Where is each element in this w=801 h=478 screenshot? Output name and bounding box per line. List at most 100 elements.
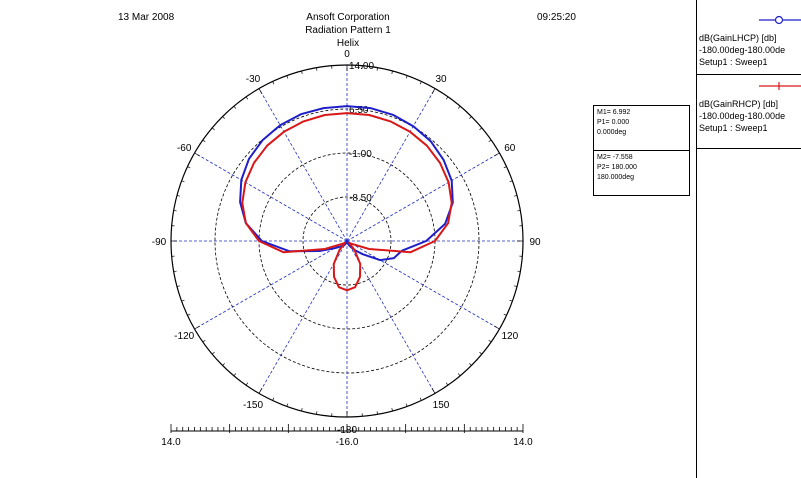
- legend-lhcp-range: -180.00deg-180.00de: [699, 45, 786, 55]
- legend-rhcp-range: -180.00deg-180.00de: [699, 111, 786, 121]
- grid-tick-145: [445, 382, 449, 386]
- plot-date: 13 Mar 2008: [118, 12, 175, 23]
- grid-tick-235: [202, 339, 206, 343]
- grid-tick-70: [509, 180, 513, 183]
- grid-tick-140: [457, 373, 461, 377]
- grid-tick-245: [187, 313, 191, 316]
- radial-label-0: 14.00: [349, 61, 374, 72]
- grid-tick-340: [286, 75, 289, 79]
- grid-tick-330: [258, 88, 263, 94]
- grid-tick-50: [479, 127, 483, 131]
- grid-tick-105: [514, 285, 518, 287]
- grid-tick-205: [272, 397, 275, 401]
- legend-rhcp-name: dB(GainRHCP) [db]: [699, 99, 779, 109]
- grid-tick-255: [176, 285, 180, 287]
- grid-tick-60: [494, 152, 500, 157]
- legend-lhcp-circle-icon: [774, 15, 784, 25]
- grid-tick-100: [517, 270, 521, 272]
- radial-labels: 14.00 6.50 -1.00 -8.50: [349, 61, 374, 204]
- plot-company: Ansoft Corporation: [306, 12, 390, 23]
- plot-time: 09:25:20: [537, 12, 576, 23]
- angle-label-2: 60: [504, 143, 516, 154]
- grid-tick-65: [503, 166, 507, 169]
- angle-label-3: 90: [529, 237, 541, 248]
- grid-tick-110: [509, 299, 513, 302]
- grid-spoke-150: [346, 240, 436, 394]
- angle-label-8: -120: [174, 331, 194, 342]
- plot-title: Radiation Pattern 1: [305, 25, 391, 36]
- grid-tick-290: [181, 180, 185, 183]
- grid-tick-310: [211, 127, 215, 131]
- angle-label-9: -90: [152, 237, 167, 248]
- grid-tick-165: [391, 408, 393, 412]
- grid-tick-130: [479, 351, 483, 355]
- grid-tick-25: [419, 81, 422, 85]
- grid-tick-115: [503, 313, 507, 316]
- polar-grid: [170, 64, 524, 418]
- marker-m2-position: P2= 180.000: [597, 164, 637, 171]
- grid-spoke-330: [258, 88, 348, 242]
- grid-spoke-210: [258, 240, 348, 394]
- legend-entry-rhcp[interactable]: dB(GainRHCP) [db] -180.00deg-180.00de Se…: [697, 82, 801, 134]
- grid-tick-150: [431, 388, 436, 394]
- angle-label-1: 30: [435, 74, 447, 85]
- grid-tick-320: [233, 105, 237, 109]
- grid-tick-20: [405, 75, 408, 79]
- legend-divider-2: [697, 148, 801, 149]
- grid-tick-230: [211, 351, 215, 355]
- radial-label-3: -8.50: [349, 193, 372, 204]
- grid-tick-225: [222, 363, 225, 366]
- grid-tick-335: [272, 81, 275, 85]
- marker-box-m1[interactable]: M1= 6.992 P1= 0.000 0.000deg: [593, 105, 690, 151]
- plot-subtitle: Helix: [336, 38, 360, 49]
- legend-lhcp-setup: Setup1 : Sweep1: [699, 57, 768, 67]
- marker-m1-angle: 0.000deg: [597, 129, 627, 136]
- marker-m1-value: M1= 6.992: [597, 109, 631, 116]
- grid-tick-315: [222, 116, 225, 119]
- grid-tick-120: [494, 325, 500, 330]
- grid-tick-40: [457, 105, 461, 109]
- polar-chart[interactable]: 14.006.50-1.00-8.50 0306090120150-180-15…: [0, 0, 696, 478]
- grid-tick-35: [445, 96, 449, 100]
- grid-tick-350: [316, 67, 318, 71]
- grid-tick-215: [245, 382, 249, 386]
- marker-m1-position: P1= 0.000: [597, 119, 630, 126]
- grid-spoke-60: [346, 152, 500, 242]
- grid-ring-2: [302, 196, 392, 286]
- grid-tick-190: [316, 411, 318, 415]
- grid-tick-280: [173, 210, 177, 212]
- radial-label-1: 6.50: [349, 105, 369, 116]
- legend-divider: [697, 74, 801, 75]
- grid-tick-295: [187, 166, 191, 169]
- angle-label-5: 150: [433, 400, 450, 411]
- angle-label-11: -30: [246, 74, 261, 85]
- legend-lhcp-name: dB(GainLHCP) [db]: [699, 33, 777, 43]
- grid-tick-305: [202, 139, 206, 143]
- grid-tick-250: [181, 299, 185, 302]
- marker-m2-value: M2= -7.558: [597, 154, 633, 161]
- grid-tick-10: [376, 67, 378, 71]
- angle-label-10: -60: [177, 143, 192, 154]
- grid-tick-160: [405, 403, 408, 407]
- angle-label-7: -150: [243, 400, 263, 411]
- grid-tick-170: [376, 411, 378, 415]
- scale-label-1: -16.0: [336, 437, 359, 448]
- grid-tick-210: [258, 388, 263, 394]
- grid-tick-125: [488, 339, 492, 343]
- bottom-scale: 14.0 -16.0 14.0: [161, 424, 533, 448]
- grid-tick-345: [301, 70, 303, 74]
- marker-box-m2[interactable]: M2= -7.558 P2= 180.000 180.000deg: [593, 150, 690, 196]
- grid-tick-30: [431, 88, 436, 94]
- radial-label-2: -1.00: [349, 149, 372, 160]
- angle-label-0: 0: [344, 49, 350, 60]
- grid-tick-260: [173, 270, 177, 272]
- grid-tick-55: [488, 139, 492, 143]
- grid-tick-200: [286, 403, 289, 407]
- legend-entry-lhcp[interactable]: dB(GainLHCP) [db] -180.00deg-180.00de Se…: [697, 15, 801, 68]
- angle-label-4: 120: [501, 331, 518, 342]
- grid-tick-240: [194, 325, 200, 330]
- grid-tick-300: [194, 152, 200, 157]
- grid-tick-285: [176, 195, 180, 197]
- grid-tick-45: [469, 116, 472, 119]
- grid-tick-220: [233, 373, 237, 377]
